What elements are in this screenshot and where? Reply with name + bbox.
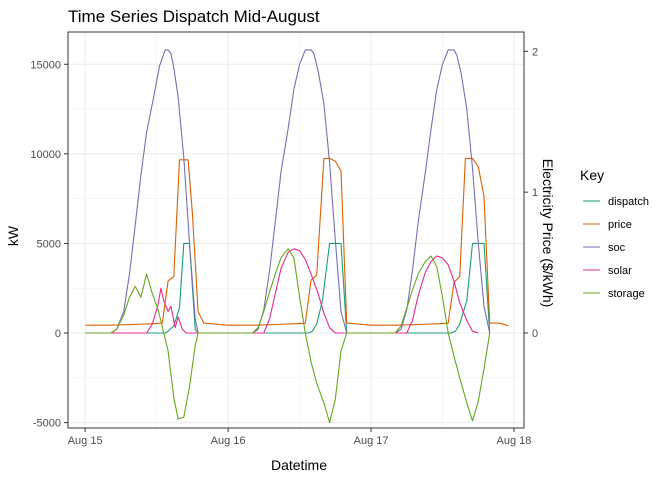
x-axis-title: Datetime [271,457,327,473]
chart-title: Time Series Dispatch Mid-August [68,7,320,26]
y-tick-label: 5000 [37,238,61,250]
y-tick-label: 15000 [30,59,61,71]
legend-label-dispatch: dispatch [608,196,649,208]
y-axis-title: kW [5,225,21,246]
y2-tick-label: 0 [532,328,538,340]
y-tick-label: 10000 [30,149,61,161]
x-tick-label: Aug 16 [211,435,246,447]
series-line-storage [85,248,491,424]
series-line-solar [85,248,479,334]
plot-panel [67,31,525,429]
legend-label-solar: solar [608,265,632,277]
y2-tick-label: 1 [532,187,538,199]
y2-axis-title: Electricity Price ($/kWh) [540,159,556,308]
y-tick-label: -5000 [33,418,61,430]
legend-label-soc: soc [608,242,626,254]
x-tick-label: Aug 17 [354,435,389,447]
legend-label-storage: storage [608,288,645,300]
series-line-dispatch [85,242,491,334]
legend-title: Key [580,167,604,183]
x-tick-label: Aug 15 [68,435,103,447]
series-line-price [85,157,509,327]
y-tick-label: 0 [55,328,61,340]
x-tick-label: Aug 18 [497,435,532,447]
panel-border [67,31,525,429]
y2-tick-label: 2 [532,46,538,58]
series-line-soc [85,49,491,334]
legend: Key dispatch price soc solar storage [580,167,649,300]
legend-label-price: price [608,219,632,231]
